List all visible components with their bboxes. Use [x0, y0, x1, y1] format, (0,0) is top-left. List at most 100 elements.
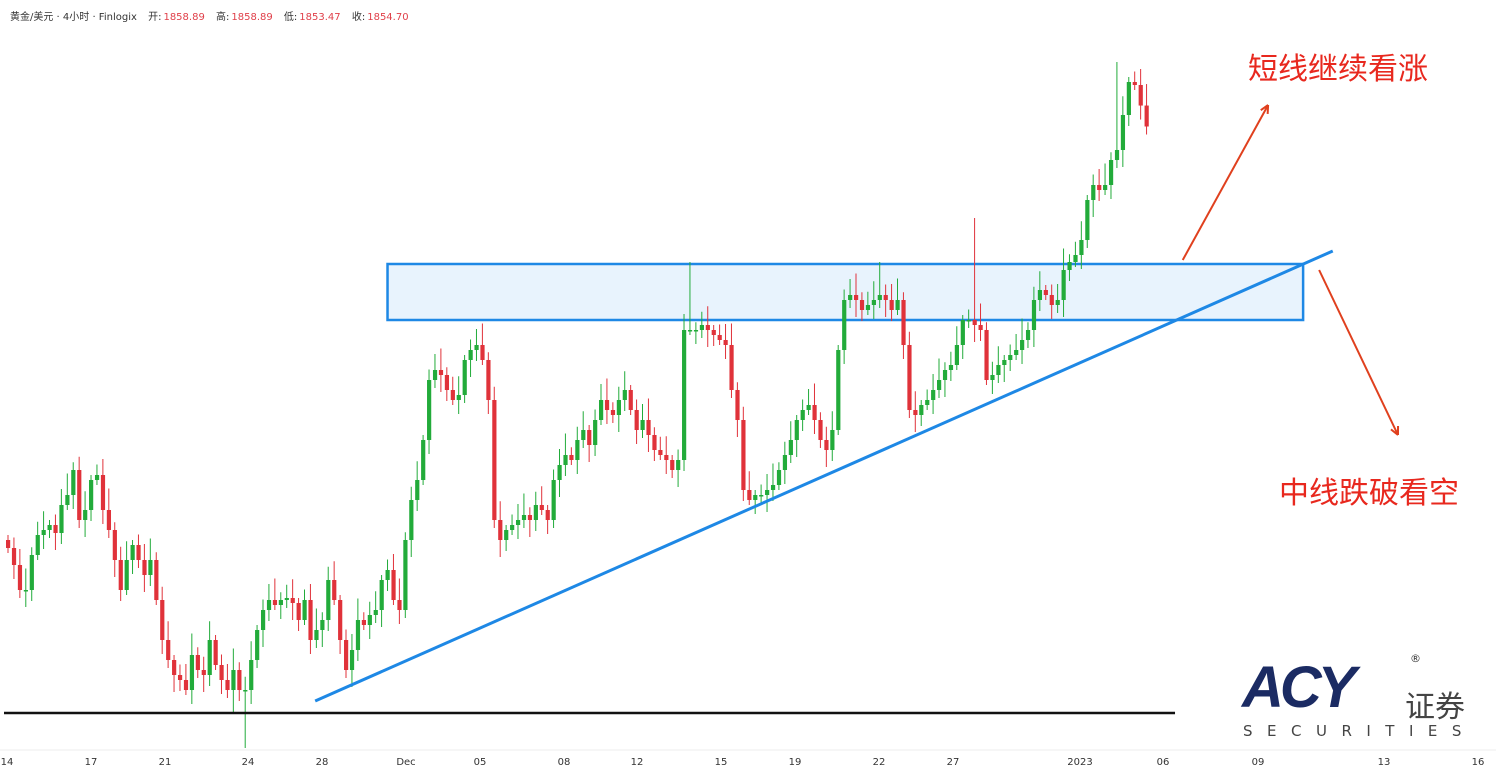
bearish-arrow — [1318, 269, 1399, 436]
x-tick-label: 19 — [788, 757, 802, 768]
candle — [937, 358, 942, 398]
candle — [818, 412, 823, 448]
candle-body — [17, 565, 23, 590]
candle — [1008, 344, 1013, 371]
candle — [154, 552, 159, 605]
candle-body — [6, 540, 11, 548]
candle — [130, 540, 135, 574]
candle-body — [53, 525, 58, 533]
candle — [260, 599, 266, 647]
candle — [978, 303, 983, 341]
bullish-arrow — [1181, 104, 1270, 261]
candle-body — [89, 480, 94, 510]
candle — [71, 462, 76, 509]
candle-body — [379, 580, 384, 610]
candle-body — [367, 615, 372, 625]
candle — [1126, 77, 1131, 126]
candle-body — [883, 295, 888, 300]
x-tick-label: 15 — [714, 757, 728, 768]
candle-body — [1079, 240, 1084, 255]
candle-body — [432, 370, 438, 380]
candle-body — [1073, 255, 1078, 262]
candle — [166, 621, 171, 668]
candle-body — [610, 410, 616, 415]
candle — [676, 449, 681, 487]
candle-body — [148, 560, 153, 575]
x-tick-label: 17 — [84, 757, 98, 768]
candle-body — [450, 390, 455, 400]
candle — [504, 525, 509, 551]
candle — [836, 345, 841, 435]
candle — [1067, 254, 1072, 281]
candle — [391, 554, 396, 605]
candle — [622, 371, 627, 411]
candle — [770, 463, 776, 501]
candle-body — [741, 420, 746, 490]
candle — [646, 398, 651, 452]
close-label: 收: — [351, 12, 366, 23]
candle — [1085, 195, 1090, 248]
candle — [806, 389, 811, 415]
candle — [100, 459, 106, 524]
candle — [421, 435, 426, 485]
candle — [788, 421, 793, 463]
candle — [593, 409, 598, 456]
candle — [753, 490, 758, 514]
candle-body — [925, 400, 930, 405]
candle-body — [966, 320, 971, 322]
logo-brand: ACY — [1242, 655, 1356, 720]
x-tick-label: Dec — [396, 757, 416, 768]
candle-body — [355, 620, 361, 650]
candle-body — [290, 598, 295, 603]
candle — [225, 664, 230, 698]
candle-body — [278, 600, 283, 605]
candle — [1114, 62, 1120, 168]
candle-body — [770, 485, 776, 490]
candle — [527, 507, 533, 537]
candle-body — [622, 390, 627, 400]
candle-body — [1097, 185, 1102, 190]
candle-body — [569, 455, 574, 460]
logo-registered: ® — [1410, 652, 1421, 665]
candle — [148, 538, 153, 586]
candle-body — [118, 560, 123, 590]
candle — [118, 546, 123, 601]
candle-body — [1132, 82, 1137, 85]
candle-body — [255, 630, 260, 660]
candle — [195, 647, 200, 678]
candle — [172, 655, 177, 692]
x-tick-label: 06 — [1156, 757, 1170, 768]
candle — [717, 324, 722, 345]
candle-body — [557, 465, 562, 480]
candle — [901, 292, 906, 359]
candle — [255, 625, 260, 668]
candle-body — [693, 330, 699, 332]
candle-body — [1138, 85, 1143, 106]
candle — [682, 314, 687, 471]
candle — [65, 473, 70, 510]
candle — [871, 281, 876, 319]
candle-body — [480, 345, 485, 360]
x-tick-label: 24 — [241, 757, 255, 768]
chart-header: 黄金/美元 · 4小时 · Finlogix 开: 1858.89 高: 1858.… — [10, 8, 417, 23]
candle — [302, 589, 307, 625]
candle-body — [1144, 105, 1149, 127]
candle — [996, 346, 1001, 383]
candle-body — [498, 520, 503, 540]
candle — [735, 382, 740, 437]
candle — [919, 400, 924, 426]
candle-body — [782, 455, 788, 470]
candle — [1037, 271, 1043, 311]
candle — [249, 641, 254, 704]
candle-body — [1031, 300, 1037, 330]
candle-body — [581, 430, 586, 440]
candle — [290, 579, 295, 620]
candle-body — [658, 450, 663, 455]
candle-body — [136, 545, 141, 560]
candle-body — [373, 610, 378, 615]
candles — [6, 62, 1149, 748]
candle-body — [462, 360, 467, 395]
candle — [177, 664, 183, 691]
candle-body — [747, 490, 752, 500]
